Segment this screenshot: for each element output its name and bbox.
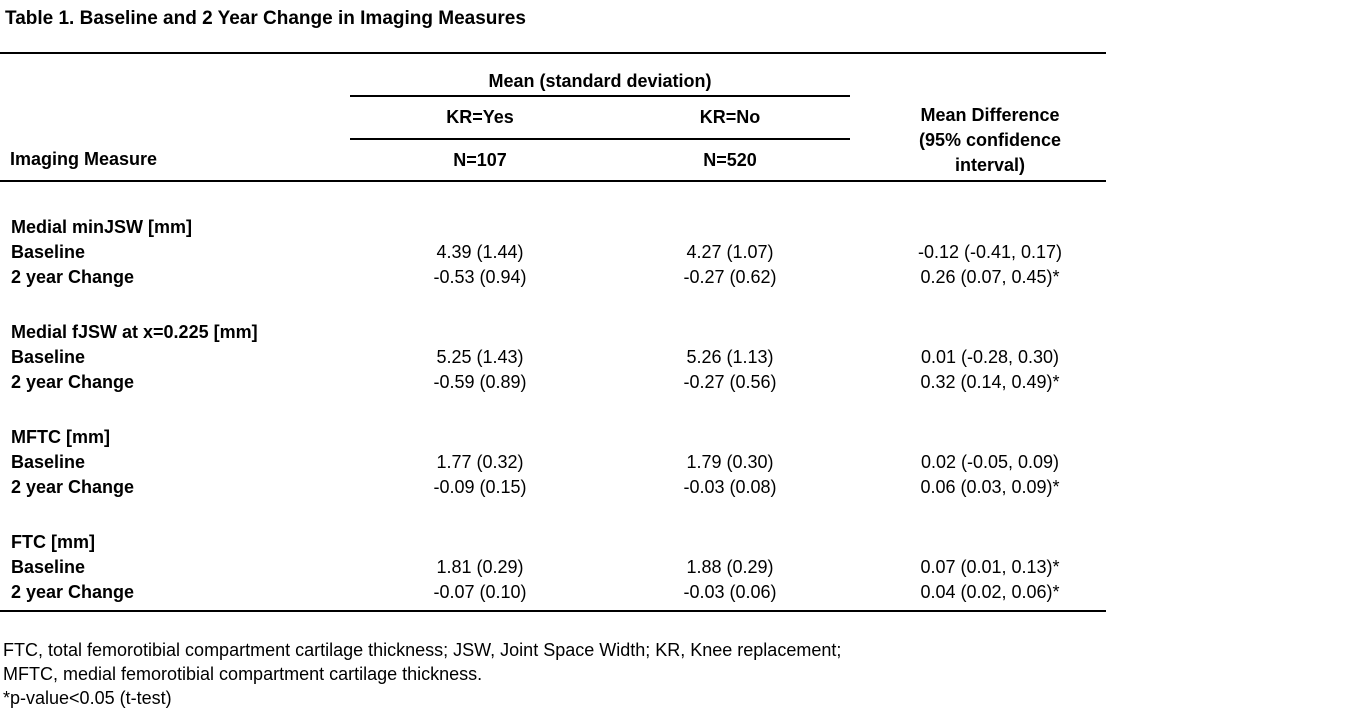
table-row: 2 year Change -0.07 (0.10) -0.03 (0.06) …	[0, 580, 1106, 605]
mean-difference-value: 0.04 (0.02, 0.06)*	[920, 582, 1060, 602]
mean-difference-value: -0.12 (-0.41, 0.17)	[917, 242, 1063, 262]
mean-difference-line-2: (95% confidence	[918, 130, 1062, 150]
group-ftc: FTC [mm] Baseline 1.81 (0.29) 1.88 (0.29…	[0, 500, 1106, 605]
mean-difference-value: 0.02 (-0.05, 0.09)	[920, 452, 1060, 472]
mean-difference-value: 0.26 (0.07, 0.45)*	[920, 267, 1060, 287]
row-label: Baseline	[11, 557, 86, 577]
imaging-measures-table: Imaging Measure Mean (standard deviation…	[0, 52, 1106, 612]
kr-no-value: -0.03 (0.08)	[683, 477, 777, 497]
table-row: 2 year Change -0.53 (0.94) -0.27 (0.62) …	[0, 265, 1106, 290]
table-row: Baseline 4.39 (1.44) 4.27 (1.07) -0.12 (…	[0, 240, 1106, 265]
table-title: Table 1. Baseline and 2 Year Change in I…	[5, 8, 526, 29]
kr-no-value: 4.27 (1.07)	[686, 242, 774, 262]
group-name: MFTC [mm]	[11, 427, 110, 447]
column-header-mean-difference: Mean Difference (95% confidence interval…	[850, 103, 1106, 180]
row-label: Baseline	[11, 452, 86, 472]
table-row: Baseline 1.81 (0.29) 1.88 (0.29) 0.07 (0…	[0, 555, 1106, 580]
row-label: 2 year Change	[11, 477, 135, 497]
group-header-row: Medial fJSW at x=0.225 [mm]	[0, 320, 1106, 345]
kr-no-value: -0.03 (0.06)	[683, 582, 777, 602]
group-name: FTC [mm]	[11, 532, 95, 552]
group-header-row: FTC [mm]	[0, 530, 1106, 555]
table-body: Medial minJSW [mm] Baseline 4.39 (1.44) …	[0, 182, 1106, 612]
mean-difference-line-3: interval)	[954, 155, 1026, 175]
row-label: Baseline	[11, 347, 86, 367]
group-header-row: Medial minJSW [mm]	[0, 215, 1106, 240]
row-label: 2 year Change	[11, 372, 135, 392]
kr-no-value: -0.27 (0.56)	[683, 372, 777, 392]
mean-difference-value: 0.07 (0.01, 0.13)*	[920, 557, 1060, 577]
mean-difference-value: 0.06 (0.03, 0.09)*	[920, 477, 1060, 497]
group-medial-minjsw: Medial minJSW [mm] Baseline 4.39 (1.44) …	[0, 182, 1106, 290]
group-header-row: MFTC [mm]	[0, 425, 1106, 450]
table-header: Imaging Measure Mean (standard deviation…	[0, 52, 1106, 182]
kr-no-value: -0.27 (0.62)	[683, 267, 777, 287]
kr-yes-value: 1.77 (0.32)	[436, 452, 524, 472]
row-label: 2 year Change	[11, 267, 135, 287]
footnotes: FTC, total femorotibial compartment cart…	[0, 638, 1350, 710]
spanner-header-mean-sd: Mean (standard deviation)	[350, 71, 850, 97]
column-header-imaging-measure: Imaging Measure	[10, 149, 158, 169]
column-header-n-kr-no: N=520	[703, 149, 757, 170]
column-header-kr-no: KR=No	[610, 97, 850, 140]
table-row: Baseline 1.77 (0.32) 1.79 (0.30) 0.02 (-…	[0, 450, 1106, 475]
kr-yes-value: 4.39 (1.44)	[436, 242, 524, 262]
footnote-abbreviations-1: FTC, total femorotibial compartment cart…	[3, 640, 842, 660]
footnote-pvalue: *p-value<0.05 (t-test)	[3, 688, 172, 708]
table-row: 2 year Change -0.09 (0.15) -0.03 (0.08) …	[0, 475, 1106, 500]
kr-yes-value: 1.81 (0.29)	[436, 557, 524, 577]
group-mftc: MFTC [mm] Baseline 1.77 (0.32) 1.79 (0.3…	[0, 395, 1106, 500]
kr-no-value: 1.88 (0.29)	[686, 557, 774, 577]
mean-difference-value: 0.32 (0.14, 0.49)*	[920, 372, 1060, 392]
group-name: Medial fJSW at x=0.225 [mm]	[11, 322, 258, 342]
column-header-kr-yes: KR=Yes	[350, 97, 610, 140]
row-label: 2 year Change	[11, 582, 135, 602]
kr-yes-value: -0.59 (0.89)	[433, 372, 527, 392]
group-name: Medial minJSW [mm]	[11, 217, 193, 237]
mean-difference-line-1: Mean Difference	[920, 105, 1060, 125]
kr-no-value: 5.26 (1.13)	[686, 347, 774, 367]
group-medial-fjsw: Medial fJSW at x=0.225 [mm] Baseline 5.2…	[0, 290, 1106, 395]
table-row: Baseline 5.25 (1.43) 5.26 (1.13) 0.01 (-…	[0, 345, 1106, 370]
kr-no-value: 1.79 (0.30)	[686, 452, 774, 472]
kr-yes-value: -0.09 (0.15)	[433, 477, 527, 497]
kr-yes-value: 5.25 (1.43)	[436, 347, 524, 367]
kr-yes-value: -0.53 (0.94)	[433, 267, 527, 287]
column-header-n-kr-yes: N=107	[453, 149, 507, 170]
row-label: Baseline	[11, 242, 86, 262]
kr-yes-value: -0.07 (0.10)	[433, 582, 527, 602]
table-row: 2 year Change -0.59 (0.89) -0.27 (0.56) …	[0, 370, 1106, 395]
mean-difference-value: 0.01 (-0.28, 0.30)	[920, 347, 1060, 367]
footnote-abbreviations-2: MFTC, medial femorotibial compartment ca…	[3, 664, 483, 684]
